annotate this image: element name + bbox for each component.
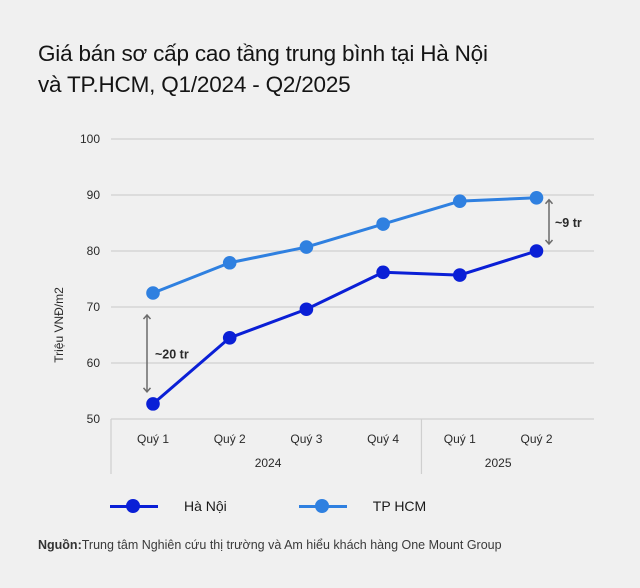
x-tick-label: Quý 4	[367, 432, 399, 446]
source-note: Nguồn:Trung tâm Nghiên cứu thị trường và…	[38, 538, 502, 552]
x-tick-label: Quý 1	[444, 432, 476, 446]
x-tick-label: Quý 1	[137, 432, 169, 446]
x-tick-label: Quý 2	[520, 432, 552, 446]
data-point[interactable]	[453, 268, 467, 282]
legend-dot	[126, 499, 140, 513]
chart-title-line-2: và TP.HCM, Q1/2024 - Q2/2025	[38, 72, 351, 97]
data-point[interactable]	[146, 397, 160, 411]
source-text: Trung tâm Nghiên cứu thị trường và Am hi…	[81, 538, 502, 552]
annotations: ~20 tr ~9 tr	[142, 198, 582, 394]
legend-label: TP HCM	[372, 498, 427, 514]
data-point[interactable]	[299, 302, 314, 317]
source-label: Nguồn:	[38, 538, 82, 552]
series-line	[152, 196, 537, 295]
x-tick-label: Quý 2	[214, 432, 246, 446]
gridlines	[111, 138, 594, 420]
legend-swatch-tp-hcm-icon	[298, 499, 347, 513]
data-point[interactable]	[222, 255, 237, 270]
data-point[interactable]	[453, 194, 467, 208]
legend-label: Hà Nội	[184, 498, 227, 514]
series-line	[152, 249, 537, 406]
y-tick-label: 70	[87, 300, 101, 314]
chart-title-line-1: Giá bán sơ cấp cao tầng trung bình tại H…	[38, 41, 488, 66]
legend: Hà Nội TP HCM	[110, 494, 498, 518]
y-tick-label: 100	[80, 132, 100, 146]
data-series	[146, 191, 544, 411]
annotation-label: ~9 tr	[555, 216, 582, 230]
series-tp-hcm	[146, 191, 544, 300]
y-tick-label: 50	[87, 412, 101, 426]
data-point[interactable]	[376, 217, 390, 231]
gap-annotation: ~9 tr	[544, 198, 582, 246]
data-point[interactable]	[299, 240, 314, 254]
gap-annotation: ~20 tr	[142, 313, 189, 394]
y-axis-label: Triệu VNĐ/m2	[52, 287, 66, 363]
y-tick-label: 60	[87, 356, 101, 370]
chart-title: Giá bán sơ cấp cao tầng trung bình tại H…	[38, 38, 618, 100]
x-axis: Quý 1 Quý 2 Quý 3 Quý 4 Quý 1 Quý 2 2024 2025	[110, 419, 553, 474]
data-point[interactable]	[529, 244, 544, 258]
legend-dot	[314, 499, 329, 513]
year-group-label: 2024	[255, 456, 282, 470]
year-group-label: 2025	[485, 456, 512, 470]
y-tick-label: 80	[87, 244, 101, 258]
legend-swatch-ha-noi-icon	[110, 499, 158, 513]
legend-item-ha-noi[interactable]: Hà Nội	[110, 498, 227, 514]
annotation-label: ~20 tr	[155, 347, 189, 361]
series-hà-nội	[146, 244, 544, 411]
y-axis-ticks: 50 60 70 80 90 100	[80, 132, 100, 426]
data-point[interactable]	[146, 286, 160, 300]
y-tick-label: 90	[87, 188, 101, 202]
x-tick-label: Quý 3	[290, 432, 322, 446]
legend-item-tp-hcm[interactable]: TP HCM	[298, 498, 427, 514]
data-point[interactable]	[529, 191, 544, 205]
data-point[interactable]	[376, 265, 390, 280]
data-point[interactable]	[222, 331, 237, 345]
